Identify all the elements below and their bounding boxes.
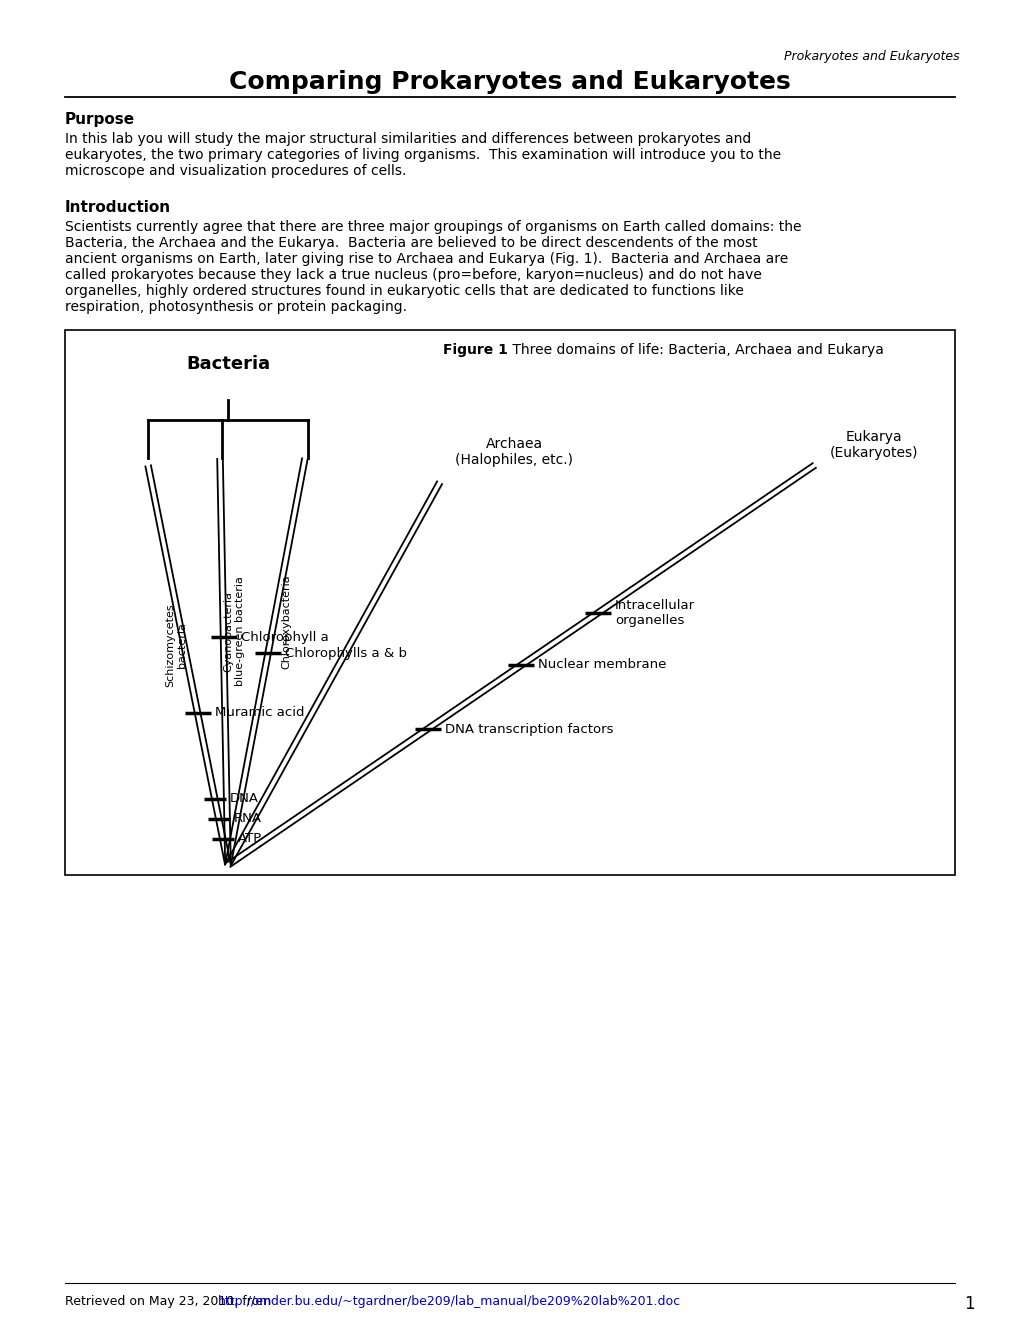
Text: Chlorophyll a: Chlorophyll a (240, 631, 328, 644)
Text: 1: 1 (963, 1295, 974, 1313)
Bar (65, 330, 954, 875)
Text: Cyanobacteria
blue-green bacteria: Cyanobacteria blue-green bacteria (223, 577, 245, 686)
Text: Purpose: Purpose (65, 112, 135, 127)
Text: Chlorophylls a & b: Chlorophylls a & b (284, 647, 407, 660)
Text: eukaryotes, the two primary categories of living organisms.  This examination wi: eukaryotes, the two primary categories o… (65, 148, 781, 162)
Text: Nuclear membrane: Nuclear membrane (538, 659, 666, 672)
Text: Comparing Prokaryotes and Eukaryotes: Comparing Prokaryotes and Eukaryotes (229, 70, 790, 94)
Text: Intracellular
organelles: Intracellular organelles (614, 599, 694, 627)
Text: Chloroxybacteria: Chloroxybacteria (281, 574, 291, 669)
Text: called prokaryotes because they lack a true nucleus (pro=before, karyon=nucleus): called prokaryotes because they lack a t… (65, 268, 761, 282)
Text: In this lab you will study the major structural similarities and differences bet: In this lab you will study the major str… (65, 132, 751, 147)
Text: Prokaryotes and Eukaryotes: Prokaryotes and Eukaryotes (784, 50, 959, 63)
Text: microscope and visualization procedures of cells.: microscope and visualization procedures … (65, 164, 406, 178)
Text: Scientists currently agree that there are three major groupings of organisms on : Scientists currently agree that there ar… (65, 220, 801, 234)
Text: ancient organisms on Earth, later giving rise to Archaea and Eukarya (Fig. 1).  : ancient organisms on Earth, later giving… (65, 252, 788, 267)
Text: organelles, highly ordered structures found in eukaryotic cells that are dedicat: organelles, highly ordered structures fo… (65, 284, 743, 298)
Text: http://ender.bu.edu/~tgardner/be209/lab_manual/be209%20lab%201.doc: http://ender.bu.edu/~tgardner/be209/lab_… (218, 1295, 681, 1308)
Text: respiration, photosynthesis or protein packaging.: respiration, photosynthesis or protein p… (65, 300, 407, 314)
Text: Retrieved on May 23, 2010, from: Retrieved on May 23, 2010, from (65, 1295, 275, 1308)
Text: Three domains of life: Bacteria, Archaea and Eukarya: Three domains of life: Bacteria, Archaea… (507, 343, 883, 356)
Text: Figure 1: Figure 1 (442, 343, 507, 356)
Text: RNA: RNA (233, 813, 262, 825)
Text: Archaea
(Halophiles, etc.): Archaea (Halophiles, etc.) (454, 437, 573, 467)
Text: ATP: ATP (237, 833, 262, 846)
Text: DNA transcription factors: DNA transcription factors (444, 722, 612, 735)
Text: Bacteria, the Archaea and the Eukarya.  Bacteria are believed to be direct desce: Bacteria, the Archaea and the Eukarya. B… (65, 236, 757, 249)
Text: Eukarya
(Eukaryotes): Eukarya (Eukaryotes) (829, 430, 917, 459)
Text: Muramic acid: Muramic acid (214, 706, 304, 719)
Text: DNA: DNA (229, 792, 259, 805)
Text: Bacteria: Bacteria (185, 355, 270, 374)
Text: Introduction: Introduction (65, 201, 171, 215)
Text: Schizomycetes
bacteria: Schizomycetes bacteria (165, 603, 186, 686)
